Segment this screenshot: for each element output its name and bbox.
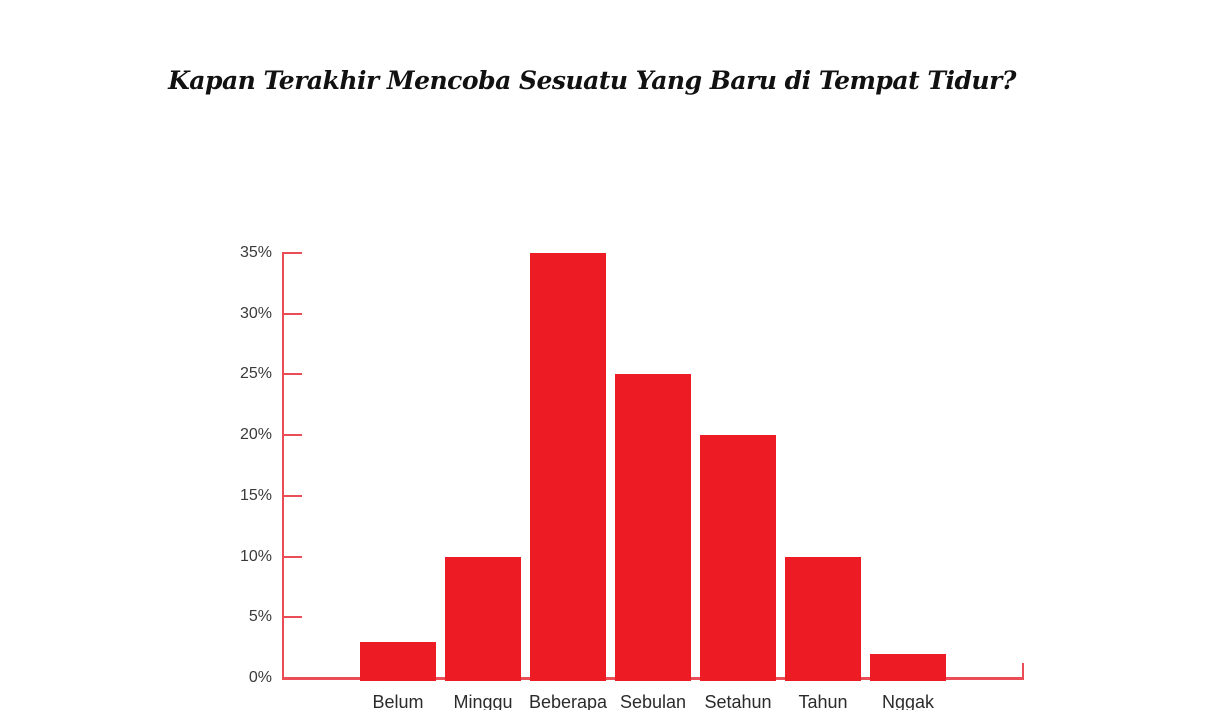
bar-beberapa [530,253,606,681]
y-tick-label-20: 20% [239,426,272,444]
y-tick-mark-5 [282,616,302,619]
y-tick-label-10: 10% [239,547,272,565]
x-label-setahun: Setahun [704,692,772,710]
bar-minggu [445,556,521,681]
y-tick-mark-30 [282,312,302,315]
y-tick-label-30: 30% [239,304,272,322]
y-tick-label-25: 25% [239,365,272,383]
y-axis-line [282,253,284,680]
y-tick-label-35: 35% [239,244,272,261]
x-label-nggak: Nggak [881,692,935,710]
y-tick-mark-25 [282,373,302,376]
bar-sebulan [615,374,691,681]
y-tick-mark-35 [282,252,302,254]
x-label-belum: Belum [372,692,424,710]
bar-tahun [785,556,861,681]
y-tick-label-5: 5% [248,608,272,626]
x-label-sebulan: Sebulan [619,692,687,710]
x-axis-end-tick [1022,663,1024,678]
y-tick-mark-10 [282,555,302,558]
x-label-beberapa: Beberapa [528,692,608,710]
bar-belum [360,641,436,681]
y-tick-label-15: 15% [239,486,272,504]
chart-title: Kapan Terakhir Mencoba Sesuatu Yang Baru… [168,66,1016,95]
y-tick-mark-15 [282,494,302,497]
y-tick-mark-20 [282,434,302,437]
bar-nggak [870,653,946,681]
x-label-tahun: Tahun [798,692,848,710]
y-tick-label-0: 0% [248,669,272,686]
bar-setahun [700,435,776,681]
x-label-minggu: Minggu [453,692,513,710]
